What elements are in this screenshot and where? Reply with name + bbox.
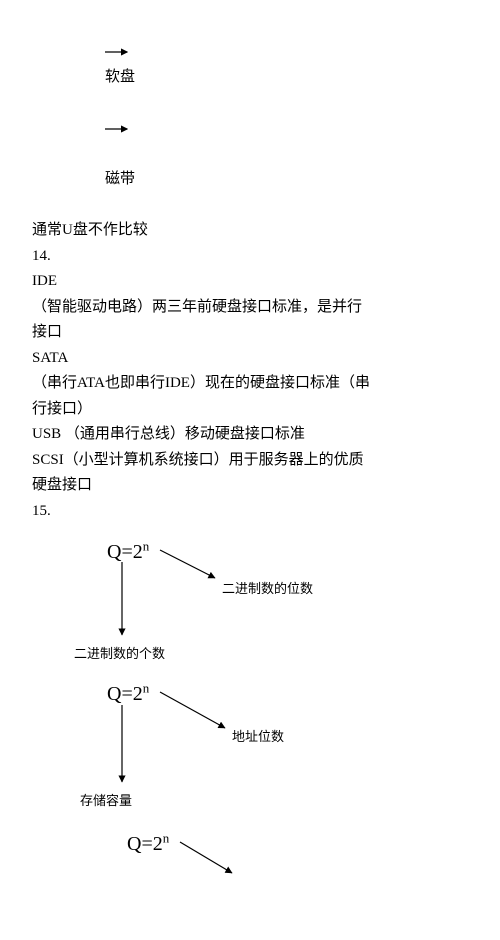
formula-3: Q=2n [127, 827, 169, 861]
text-line: （智能驱动电路）两三年前硬盘接口标准，是并行 [32, 295, 468, 321]
text-line: （串行ATA也即串行IDE）现在的硬盘接口标准（串 [32, 371, 468, 397]
text-line: SATA [32, 346, 468, 372]
text-line: 14. [32, 244, 468, 270]
text-line-top: 软盘 磁带 [32, 14, 468, 218]
text-line: 行接口） [32, 397, 468, 423]
text-line: 通常U盘不作比较 [32, 218, 468, 244]
page-content: 软盘 磁带 通常U盘不作比较 14. IDE （智能驱动电路）两三年前硬盘接口标… [0, 0, 500, 940]
text-line: SCSI（小型计算机系统接口）用于服务器上的优质 [32, 448, 468, 474]
label-q-1: 二进制数的个数 [74, 643, 165, 665]
arrow-icon [105, 124, 133, 134]
label-q-2: 存储容量 [80, 790, 132, 812]
text-tape: 磁带 [105, 171, 135, 187]
text-line: 接口 [32, 320, 468, 346]
text-line: 15. [32, 499, 468, 525]
text-line: IDE [32, 269, 468, 295]
text-line: 硬盘接口 [32, 473, 468, 499]
label-n-1: 二进制数的位数 [222, 578, 313, 600]
formula-1: Q=2n [107, 535, 149, 569]
label-n-2: 地址位数 [232, 726, 284, 748]
text-floppy: 软盘 [105, 69, 135, 85]
arrow-icon [105, 47, 133, 57]
diagram-area: Q=2n 二进制数的位数 二进制数的个数 Q=2n 地址位数 存储容量 Q=2n [32, 530, 468, 940]
text-line: USB （通用串行总线）移动硬盘接口标准 [32, 422, 468, 448]
